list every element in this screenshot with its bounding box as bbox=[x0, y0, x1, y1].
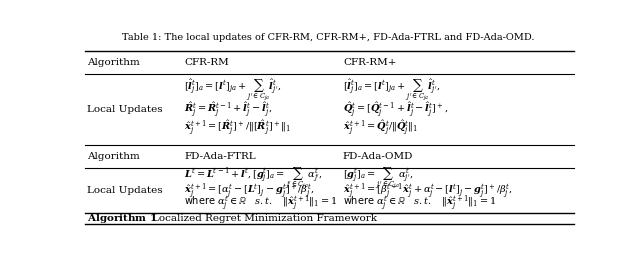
Text: Algorithm: Algorithm bbox=[88, 58, 140, 67]
Text: $[\hat{\boldsymbol{l}}_j^t]_a = [\boldsymbol{l}^t]_{ja} + \sum_{j^\prime \in C_{: $[\hat{\boldsymbol{l}}_j^t]_a = [\boldsy… bbox=[343, 77, 440, 103]
Text: FD-Ada-FTRL: FD-Ada-FTRL bbox=[184, 152, 256, 161]
Text: $[\boldsymbol{g}_j^t]_a = \sum_{j^\prime \in C_{ja}} \alpha_{j^\prime}^t,$: $[\boldsymbol{g}_j^t]_a = \sum_{j^\prime… bbox=[343, 166, 413, 191]
Text: $\hat{\boldsymbol{x}}_j^{t+1} = [\beta_j^{t-1}\hat{\boldsymbol{x}}_j^t + \alpha_: $\hat{\boldsymbol{x}}_j^{t+1} = [\beta_j… bbox=[343, 181, 513, 201]
Text: where $\alpha_j^t \in \mathbb{R}$   $s.t.$   $\|\hat{\boldsymbol{x}}_j^{t+1}\|_1: where $\alpha_j^t \in \mathbb{R}$ $s.t.$… bbox=[184, 193, 337, 213]
Text: $\hat{\boldsymbol{x}}_j^{t+1} = [\alpha_j^t - [\boldsymbol{L}^t]_j - \boldsymbol: $\hat{\boldsymbol{x}}_j^{t+1} = [\alpha_… bbox=[184, 181, 314, 201]
Text: $\boldsymbol{L}^t = \boldsymbol{L}^{t-1} + \boldsymbol{l}^t, [\boldsymbol{g}_j^t: $\boldsymbol{L}^t = \boldsymbol{L}^{t-1}… bbox=[184, 166, 323, 191]
Text: Local Updates: Local Updates bbox=[88, 105, 163, 114]
Text: where $\alpha_j^t \in \mathbb{R}$   $s.t.$   $\|\hat{\boldsymbol{x}}_j^{t+1}\|_1: where $\alpha_j^t \in \mathbb{R}$ $s.t.$… bbox=[343, 193, 496, 213]
Text: $\hat{\boldsymbol{Q}}_j^t = [\hat{\boldsymbol{Q}}_j^{t-1} + \hat{\boldsymbol{l}}: $\hat{\boldsymbol{Q}}_j^t = [\hat{\bolds… bbox=[343, 100, 448, 119]
Text: Algorithm: Algorithm bbox=[88, 152, 140, 161]
Text: $\mathbf{Algorithm\ 1}$: $\mathbf{Algorithm\ 1}$ bbox=[88, 212, 158, 225]
Text: Localized Regret Minimization Framework: Localized Regret Minimization Framework bbox=[152, 214, 377, 223]
Text: Local Updates: Local Updates bbox=[88, 186, 163, 195]
Text: Table 1: The local updates of CFR-RM, CFR-RM+, FD-Ada-FTRL and FD-Ada-OMD.: Table 1: The local updates of CFR-RM, CF… bbox=[122, 34, 534, 42]
Text: $\hat{\boldsymbol{R}}_j^t = \hat{\boldsymbol{R}}_j^{t-1} + \hat{\boldsymbol{l}}_: $\hat{\boldsymbol{R}}_j^t = \hat{\boldsy… bbox=[184, 100, 273, 119]
Text: $[\hat{\boldsymbol{l}}_j^t]_a = [\boldsymbol{l}^t]_{ja} + \sum_{j^\prime \in C_{: $[\hat{\boldsymbol{l}}_j^t]_a = [\boldsy… bbox=[184, 77, 282, 103]
Text: $\hat{\boldsymbol{x}}_j^{t+1} = [\hat{\boldsymbol{R}}_j^t]^+/\|[\hat{\boldsymbol: $\hat{\boldsymbol{x}}_j^{t+1} = [\hat{\b… bbox=[184, 119, 291, 137]
Text: $\hat{\boldsymbol{x}}_j^{t+1} = \hat{\boldsymbol{Q}}_j^t/\|\hat{\boldsymbol{Q}}_: $\hat{\boldsymbol{x}}_j^{t+1} = \hat{\bo… bbox=[343, 119, 418, 137]
Text: CFR-RM: CFR-RM bbox=[184, 58, 229, 67]
Text: FD-Ada-OMD: FD-Ada-OMD bbox=[343, 152, 413, 161]
Text: CFR-RM+: CFR-RM+ bbox=[343, 58, 396, 67]
